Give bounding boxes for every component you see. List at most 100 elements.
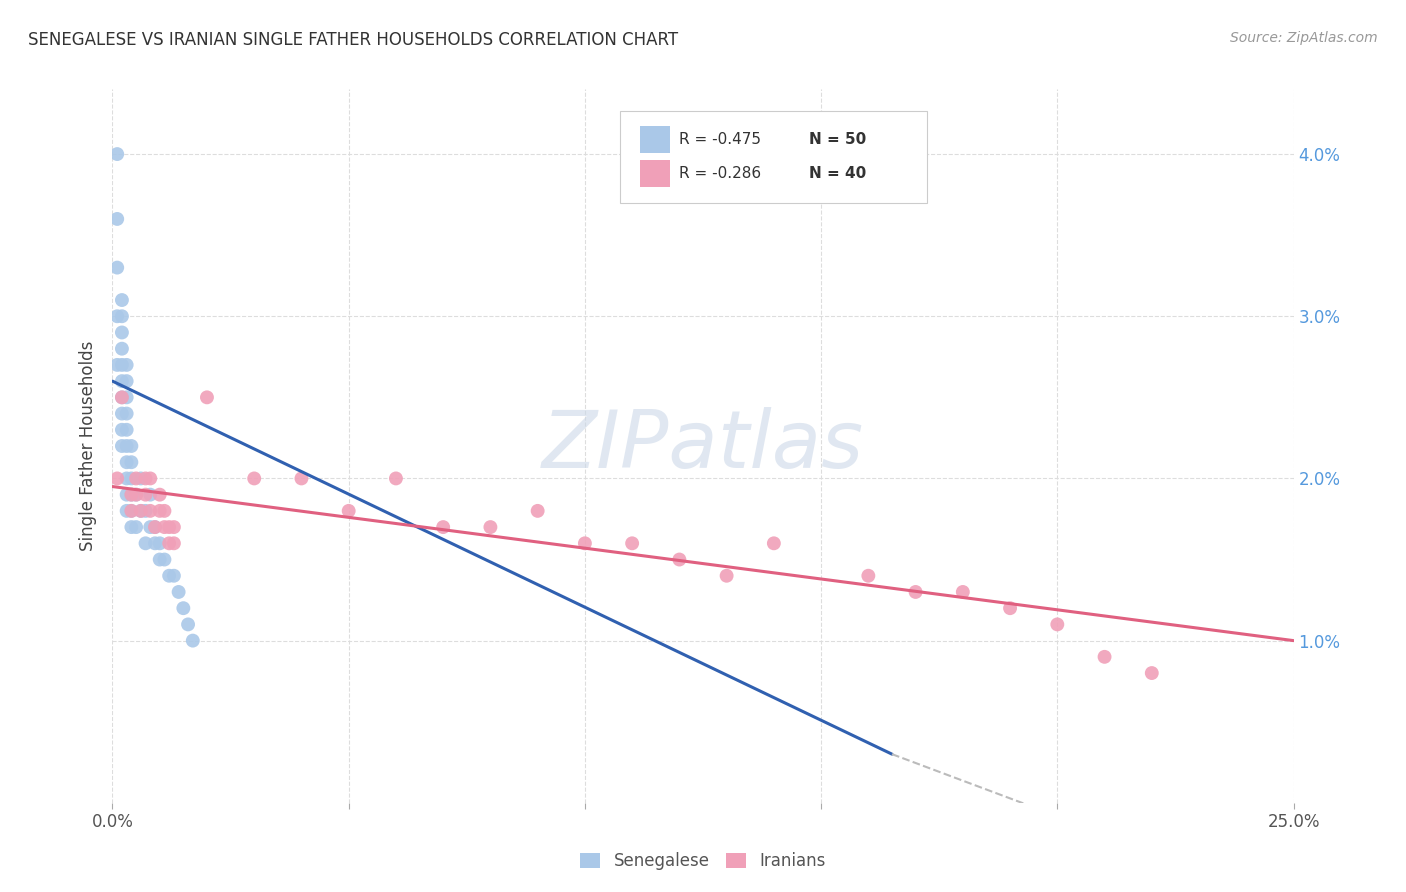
Point xyxy=(172,601,194,615)
Point xyxy=(135,488,157,502)
Point xyxy=(139,471,162,485)
Point xyxy=(998,601,1021,615)
Y-axis label: Single Father Households: Single Father Households xyxy=(79,341,97,551)
Point xyxy=(181,633,204,648)
Point xyxy=(120,520,142,534)
Point xyxy=(115,488,138,502)
Point xyxy=(111,358,134,372)
Point xyxy=(139,520,162,534)
Point xyxy=(243,471,266,485)
Point xyxy=(157,520,180,534)
Point xyxy=(163,568,186,582)
Point xyxy=(668,552,690,566)
Point xyxy=(1140,666,1163,681)
Point xyxy=(135,536,157,550)
Point xyxy=(337,504,360,518)
Point xyxy=(125,488,148,502)
Point xyxy=(129,504,152,518)
Point xyxy=(157,568,180,582)
Point xyxy=(157,536,180,550)
Point xyxy=(115,471,138,485)
Text: N = 50: N = 50 xyxy=(810,132,866,146)
Point xyxy=(115,407,138,421)
Point xyxy=(195,390,218,404)
Point xyxy=(167,585,190,599)
Point xyxy=(762,536,785,550)
Point xyxy=(143,520,166,534)
Point xyxy=(115,390,138,404)
Point xyxy=(105,358,128,372)
Point xyxy=(432,520,454,534)
Point xyxy=(115,423,138,437)
Point xyxy=(163,536,186,550)
Bar xyxy=(640,127,669,153)
Point xyxy=(111,293,134,307)
Point xyxy=(115,374,138,388)
Point xyxy=(115,455,138,469)
Point xyxy=(105,211,128,226)
Point xyxy=(1094,649,1116,664)
Point xyxy=(111,407,134,421)
Point xyxy=(120,455,142,469)
Point xyxy=(120,488,142,502)
Point xyxy=(105,147,128,161)
Text: R = -0.286: R = -0.286 xyxy=(679,166,762,181)
Point xyxy=(120,471,142,485)
Point xyxy=(129,504,152,518)
Point xyxy=(143,536,166,550)
Point xyxy=(163,520,186,534)
Point xyxy=(111,390,134,404)
Point xyxy=(111,342,134,356)
Point xyxy=(111,310,134,324)
Point xyxy=(115,358,138,372)
Point xyxy=(139,488,162,502)
Point xyxy=(115,439,138,453)
Point xyxy=(952,585,974,599)
Point xyxy=(129,471,152,485)
Point xyxy=(153,504,176,518)
Point xyxy=(479,520,502,534)
Point xyxy=(177,617,200,632)
Point xyxy=(526,504,548,518)
Point xyxy=(105,310,128,324)
FancyBboxPatch shape xyxy=(620,111,928,203)
Text: N = 40: N = 40 xyxy=(810,166,866,181)
Text: ZIPatlas: ZIPatlas xyxy=(541,407,865,485)
Point xyxy=(125,488,148,502)
Point xyxy=(105,471,128,485)
Point xyxy=(111,326,134,340)
Point xyxy=(858,568,880,582)
Point xyxy=(111,374,134,388)
Point xyxy=(385,471,408,485)
Point xyxy=(135,471,157,485)
Point xyxy=(139,504,162,518)
Point xyxy=(120,488,142,502)
Point xyxy=(120,504,142,518)
Point xyxy=(111,439,134,453)
Point xyxy=(120,504,142,518)
Point xyxy=(111,423,134,437)
Point xyxy=(153,520,176,534)
Point xyxy=(149,504,172,518)
Legend: Senegalese, Iranians: Senegalese, Iranians xyxy=(574,846,832,877)
Point xyxy=(111,390,134,404)
Bar xyxy=(640,160,669,187)
Point xyxy=(125,471,148,485)
Point xyxy=(125,520,148,534)
Text: R = -0.475: R = -0.475 xyxy=(679,132,762,146)
Point xyxy=(574,536,596,550)
Point xyxy=(115,504,138,518)
Point xyxy=(904,585,927,599)
Point xyxy=(149,552,172,566)
Text: Source: ZipAtlas.com: Source: ZipAtlas.com xyxy=(1230,31,1378,45)
Text: SENEGALESE VS IRANIAN SINGLE FATHER HOUSEHOLDS CORRELATION CHART: SENEGALESE VS IRANIAN SINGLE FATHER HOUS… xyxy=(28,31,678,49)
Point xyxy=(153,552,176,566)
Point xyxy=(120,439,142,453)
Point xyxy=(621,536,644,550)
Point xyxy=(716,568,738,582)
Point xyxy=(1046,617,1069,632)
Point xyxy=(290,471,312,485)
Point xyxy=(149,488,172,502)
Point xyxy=(135,504,157,518)
Point xyxy=(149,536,172,550)
